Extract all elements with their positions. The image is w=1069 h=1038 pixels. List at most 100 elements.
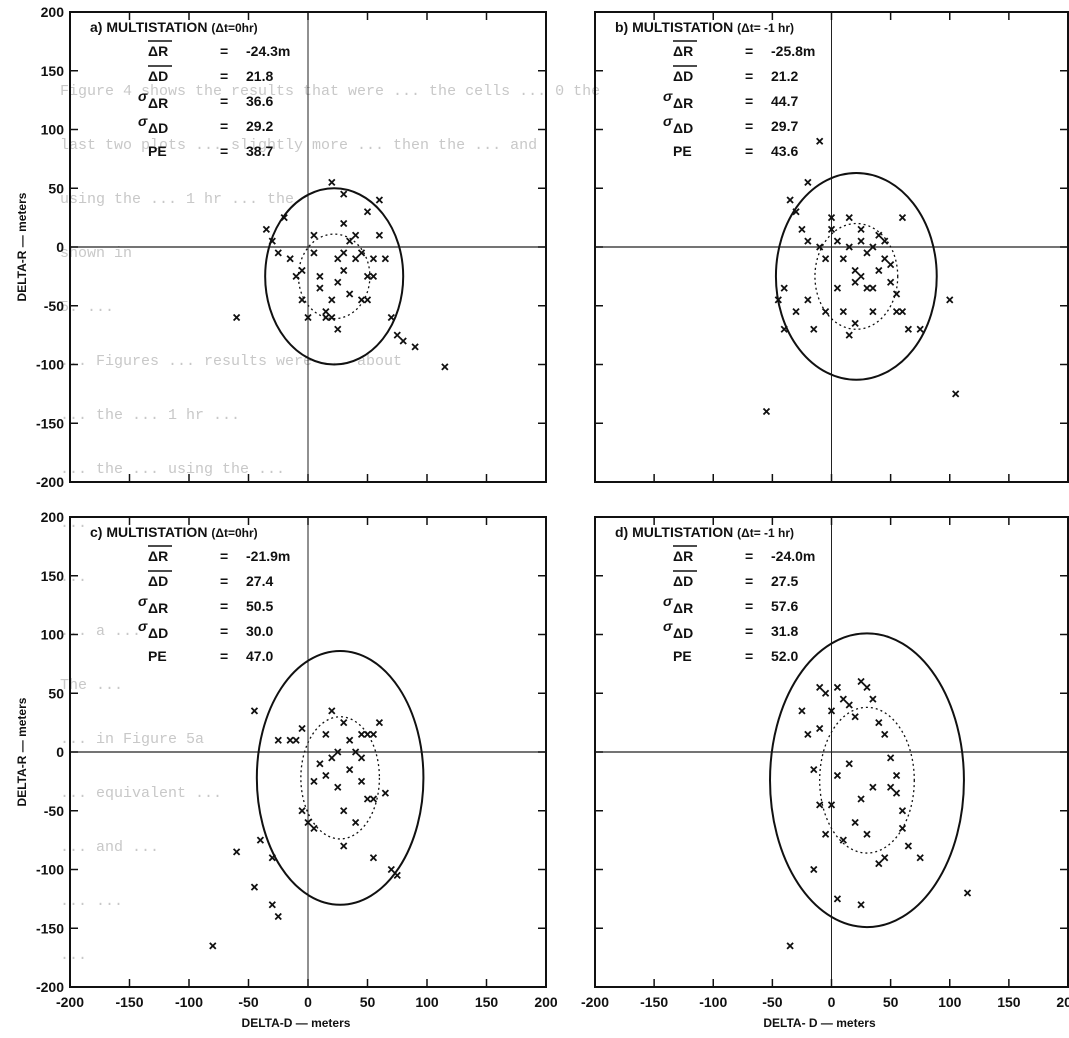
data-point (274, 249, 282, 257)
data-point (369, 255, 378, 263)
data-point (839, 255, 847, 263)
y-tick-label: -150 (36, 415, 64, 431)
data-point-stroke (363, 272, 372, 281)
data-point-stroke (334, 748, 342, 756)
stat-sigma: σ (138, 113, 148, 129)
data-point (334, 278, 342, 286)
data-point-stroke (804, 730, 812, 739)
data-point (845, 243, 853, 251)
data-point (334, 783, 342, 791)
data-point-stroke (833, 237, 842, 245)
data-point-stroke (328, 754, 336, 762)
x-tick-label: 200 (534, 994, 558, 1010)
data-point (816, 724, 824, 733)
stat-value: 21.8 (246, 68, 273, 84)
stat-value: -21.9m (246, 548, 290, 564)
data-point (833, 895, 842, 903)
x-tick-label: -150 (640, 994, 668, 1010)
data-point (833, 284, 842, 292)
panel-title-text: MULTISTATION (106, 19, 211, 35)
data-point-stroke (875, 266, 883, 275)
data-point-stroke (268, 901, 276, 909)
data-point-stroke (869, 783, 877, 791)
data-point-stroke (881, 854, 889, 862)
data-point (857, 237, 865, 245)
data-point-stroke (232, 313, 241, 322)
data-point (892, 789, 901, 797)
data-point (780, 325, 788, 333)
stat-value: -24.0m (771, 548, 815, 564)
data-point (357, 730, 366, 739)
x-tick-label: 50 (360, 994, 376, 1010)
y-tick-label: 100 (41, 122, 65, 138)
data-point-stroke (798, 225, 806, 234)
stat-equals: = (745, 573, 753, 589)
scatter-panel-d: -200 -150 -100 -50 0 50 100 150 200 DELTA- D — me… (581, 516, 1069, 1030)
stat-equals: = (745, 143, 753, 159)
data-point (340, 266, 348, 275)
data-point (351, 231, 360, 239)
data-point (310, 824, 318, 833)
data-point-stroke (346, 736, 354, 744)
data-point-stroke (328, 313, 336, 322)
stat-value: 38.7 (246, 143, 273, 159)
data-point (792, 208, 800, 216)
panel-title: d) MULTISTATION (Δt= -1 hr) (615, 524, 794, 540)
data-point-stroke (857, 677, 865, 686)
data-point (322, 313, 330, 322)
data-point-stroke (351, 255, 360, 263)
stat-equals: = (745, 598, 753, 614)
y-tick-label: -150 (36, 920, 64, 936)
data-point-stroke (322, 313, 330, 322)
data-point-stroke (310, 231, 318, 239)
stat-sigma: σ (138, 618, 148, 634)
data-point-stroke (387, 865, 395, 874)
x-axis-title: DELTA- D — meters (763, 1016, 876, 1030)
background-text-line: shown in (60, 245, 132, 262)
stat-value: -24.3m (246, 43, 290, 59)
panel-label: c) (90, 524, 106, 540)
data-point-stroke (827, 707, 836, 715)
stat-symbol: ΔD (148, 625, 168, 641)
data-point (898, 807, 907, 815)
data-point-stroke (851, 713, 859, 721)
data-point-stroke (328, 178, 336, 187)
x-tick-label: -150 (115, 994, 143, 1010)
x-tick-label: 0 (828, 994, 836, 1010)
data-point-stroke (827, 801, 836, 809)
stat-value: 27.5 (771, 573, 798, 589)
data-point (298, 724, 306, 733)
data-point (845, 331, 853, 339)
data-point (316, 284, 324, 292)
data-point (328, 296, 336, 304)
data-point-stroke (875, 718, 883, 727)
data-point-stroke (316, 760, 324, 768)
data-point (334, 325, 342, 333)
data-point-stroke (399, 337, 407, 345)
data-point (357, 249, 366, 257)
data-point (363, 730, 372, 739)
data-point (292, 272, 300, 281)
stat-value: 52.0 (771, 648, 798, 664)
stat-sigma: σ (663, 618, 673, 634)
data-point (375, 196, 384, 204)
data-point (351, 255, 360, 263)
stat-value: 43.6 (771, 143, 798, 159)
data-point (892, 307, 901, 316)
stat-equals: = (745, 623, 753, 639)
data-point-stroke (381, 789, 389, 797)
y-tick-label: -50 (44, 803, 64, 819)
panel-title: b) MULTISTATION (Δt= -1 hr) (615, 19, 794, 35)
data-point-stroke (875, 231, 883, 239)
data-point (357, 777, 366, 786)
data-point (786, 196, 794, 204)
data-point (363, 208, 372, 216)
data-point-stroke (357, 730, 366, 739)
data-point (875, 859, 883, 868)
data-point (810, 865, 818, 874)
x-tick-label: -100 (175, 994, 203, 1010)
data-point (250, 883, 259, 891)
stat-value: -25.8m (771, 43, 815, 59)
data-point-stroke (857, 237, 865, 245)
